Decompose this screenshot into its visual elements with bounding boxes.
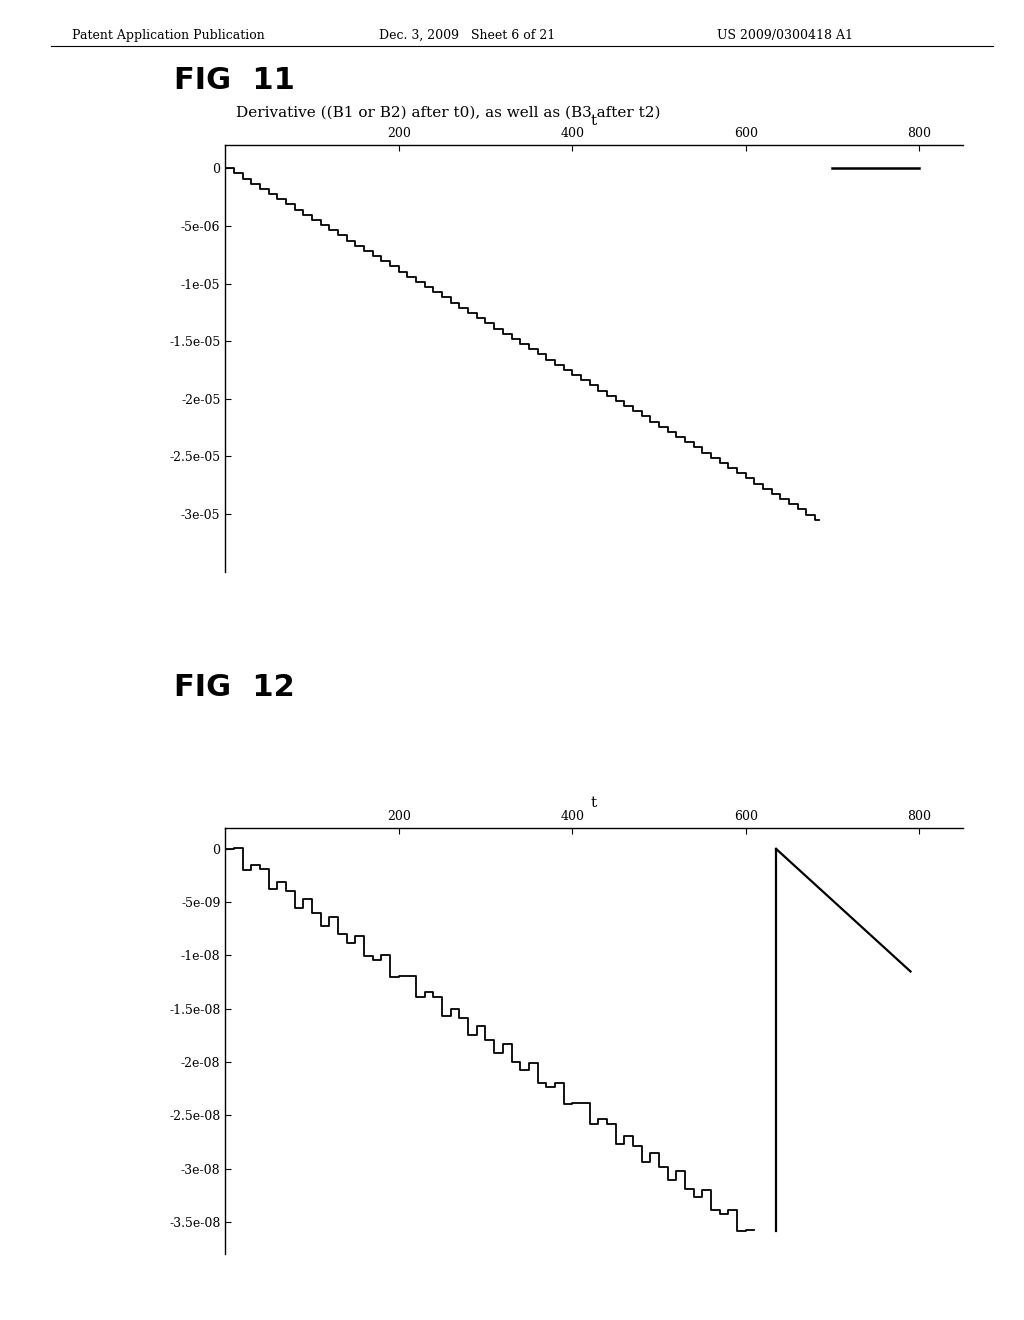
Text: Dec. 3, 2009   Sheet 6 of 21: Dec. 3, 2009 Sheet 6 of 21 xyxy=(379,29,555,42)
X-axis label: t: t xyxy=(591,114,597,128)
Text: US 2009/0300418 A1: US 2009/0300418 A1 xyxy=(717,29,853,42)
Text: Patent Application Publication: Patent Application Publication xyxy=(72,29,264,42)
Text: FIG  12: FIG 12 xyxy=(174,673,295,702)
Text: Derivative ((B1 or B2) after t0), as well as (B3 after t2): Derivative ((B1 or B2) after t0), as wel… xyxy=(236,106,660,120)
X-axis label: t: t xyxy=(591,796,597,810)
Text: FIG  11: FIG 11 xyxy=(174,66,295,95)
